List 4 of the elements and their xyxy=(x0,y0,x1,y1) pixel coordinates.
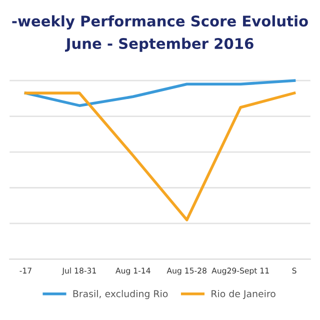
chart-subtitle: June - September 2016 xyxy=(65,38,254,52)
legend-label: Brasil, excluding Rio xyxy=(73,290,168,300)
legend-label: Rio de Janeiro xyxy=(212,290,276,300)
chart-title: -weekly Performance Score Evolutio xyxy=(12,15,308,30)
